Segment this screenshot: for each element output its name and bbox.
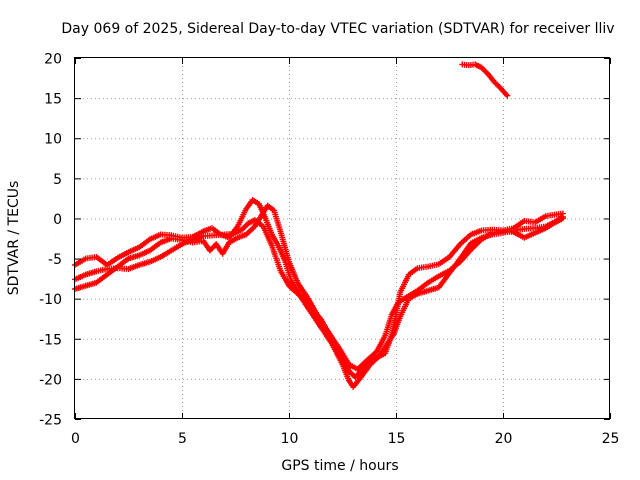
data-points <box>72 61 566 390</box>
y-tick-labels: -25 -20 -15 -10 -5 0 5 10 15 20 <box>39 52 62 429</box>
y-tick-label: -25 <box>39 413 62 429</box>
y-tick-label: 20 <box>44 52 62 68</box>
x-axis-label: GPS time / hours <box>281 458 398 474</box>
y-tick-label: -10 <box>39 292 62 308</box>
data-point-cluster <box>223 217 280 264</box>
data-point-cluster <box>384 272 444 333</box>
y-tick-label: -15 <box>39 332 62 348</box>
data-point-cluster <box>506 215 566 241</box>
x-tick-label: 0 <box>71 431 80 447</box>
y-tick-label: -20 <box>39 372 62 388</box>
data-point-cluster <box>363 299 410 373</box>
y-tick-label: 15 <box>44 92 62 108</box>
x-tick-label: 20 <box>495 431 513 447</box>
y-axis-label: SDTVAR / TECUs <box>6 181 22 296</box>
data-point-cluster <box>439 228 511 278</box>
data-point-cluster <box>291 272 340 348</box>
x-tick-label: 15 <box>388 431 406 447</box>
x-tick-label: 10 <box>281 431 299 447</box>
data-point-cluster <box>459 61 511 99</box>
data-point-cluster <box>208 211 266 257</box>
y-tick-label: -5 <box>48 252 62 268</box>
plot-frame <box>74 57 610 419</box>
x-tick-label: 5 <box>178 431 187 447</box>
data-point-cluster <box>335 328 390 373</box>
y-tick-label: 5 <box>53 172 62 188</box>
y-tick-label: 0 <box>53 212 62 228</box>
y-tick-label: 10 <box>44 132 62 148</box>
data-point-cluster <box>138 235 213 258</box>
data-point-cluster <box>274 259 327 335</box>
chart-title: Day 069 of 2025, Sidereal Day-to-day VTE… <box>61 21 614 37</box>
x-tick-label: 25 <box>602 431 620 447</box>
ticks <box>75 58 611 420</box>
series-track-d <box>459 61 511 99</box>
x-tick-labels: 0 5 10 15 20 25 <box>71 431 619 447</box>
data-point-cluster <box>260 202 297 277</box>
data-point-cluster <box>321 329 369 390</box>
series-track-c <box>72 202 566 373</box>
